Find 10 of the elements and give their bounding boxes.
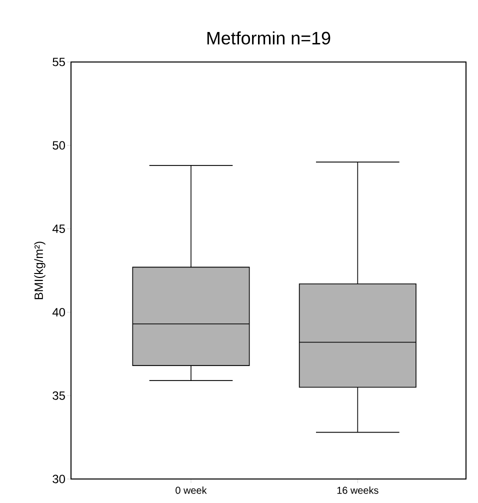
y-tick-label: 45 [52,224,65,233]
x-tick-label: 16 weeks [337,486,378,494]
y-tick-label: 55 [52,58,65,66]
y-axis-title: BMI(kg/m²) [34,242,46,300]
y-tick-label: 30 [52,474,66,484]
y-tick-label: 35 [52,391,65,400]
x-tick-label: 0 week [176,486,207,494]
y-tick-label: 40 [52,308,66,316]
chart-title: Metformin n=19 [207,31,330,44]
y-tick-label: 50 [52,141,66,150]
